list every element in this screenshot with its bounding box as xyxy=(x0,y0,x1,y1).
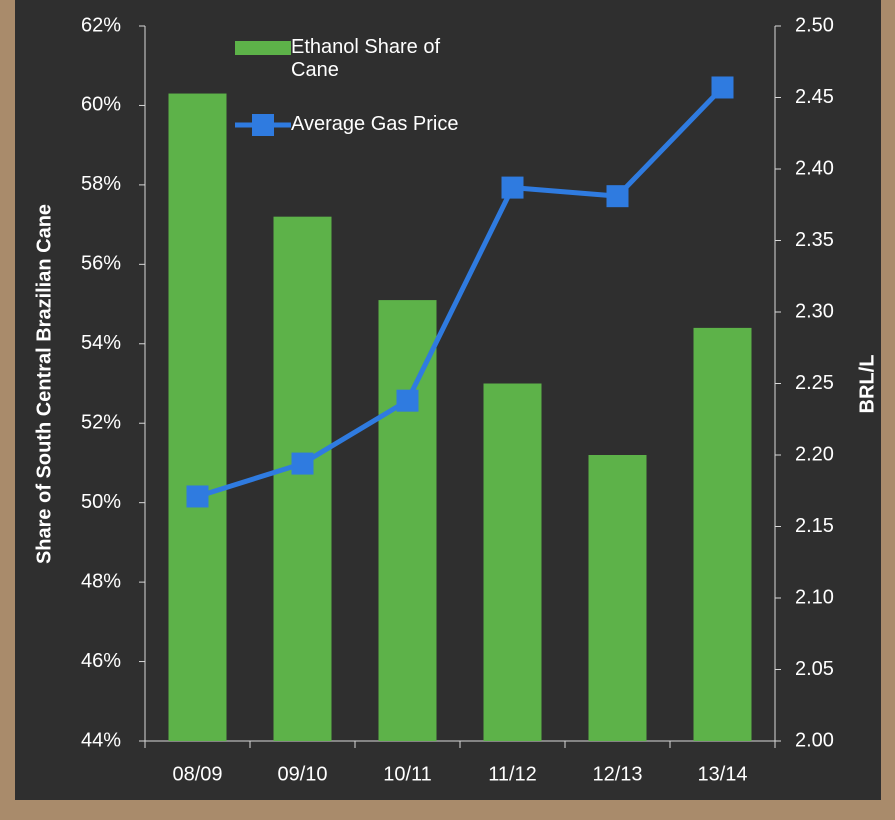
bar xyxy=(168,93,227,742)
y2-axis-title: BRL/L xyxy=(856,355,878,414)
bar xyxy=(378,300,437,741)
y2-tick-label: 2.45 xyxy=(795,86,834,108)
y-tick-label: 58% xyxy=(81,173,121,195)
x-tick-label: 11/12 xyxy=(488,763,537,785)
y2-tick-label: 2.50 xyxy=(795,14,834,36)
y2-tick-label: 2.00 xyxy=(795,729,834,751)
x-tick-label: 10/11 xyxy=(383,763,432,785)
y-tick-label: 60% xyxy=(81,94,121,116)
line xyxy=(196,85,725,499)
y2-tick-label: 2.10 xyxy=(795,586,834,608)
legend-label: Average Gas Price xyxy=(291,113,459,135)
legend-label: Ethanol Share of Cane xyxy=(291,36,440,81)
y2-tick-label: 2.30 xyxy=(795,300,834,322)
legend-swatch xyxy=(235,41,291,55)
y2-tick-label: 2.35 xyxy=(795,229,834,251)
marker xyxy=(606,185,629,208)
y2-tick-label: 2.05 xyxy=(795,658,834,680)
legend-item: Ethanol Share of Cane xyxy=(291,36,440,81)
marker xyxy=(396,389,419,412)
legend-item: Average Gas Price xyxy=(291,113,459,135)
marker xyxy=(186,485,209,508)
y2-tick-label: 2.20 xyxy=(795,443,834,465)
y2-tick-label: 2.25 xyxy=(795,372,834,394)
x-tick-label: 12/13 xyxy=(592,763,642,785)
bar xyxy=(483,383,542,741)
y-tick-label: 46% xyxy=(81,650,121,672)
legend-marker xyxy=(252,114,274,136)
bar xyxy=(273,216,332,741)
marker xyxy=(501,176,524,199)
x-tick-label: 08/09 xyxy=(172,763,222,785)
y-tick-label: 52% xyxy=(81,412,121,434)
y-tick-label: 54% xyxy=(81,332,121,354)
y-tick-label: 48% xyxy=(81,570,121,592)
y2-tick-label: 2.40 xyxy=(795,157,834,179)
y-tick-label: 56% xyxy=(81,253,121,275)
marker xyxy=(291,452,314,475)
y-tick-label: 62% xyxy=(81,14,121,36)
bar xyxy=(588,455,647,741)
marker xyxy=(711,76,734,99)
x-tick-label: 09/10 xyxy=(277,763,327,785)
y2-tick-label: 2.15 xyxy=(795,515,834,537)
y-tick-label: 44% xyxy=(81,729,121,751)
y-axis-title: Share of South Central Brazilian Cane xyxy=(33,204,55,564)
y-tick-label: 50% xyxy=(81,491,121,513)
bar xyxy=(693,327,752,741)
x-tick-label: 13/14 xyxy=(697,763,747,785)
